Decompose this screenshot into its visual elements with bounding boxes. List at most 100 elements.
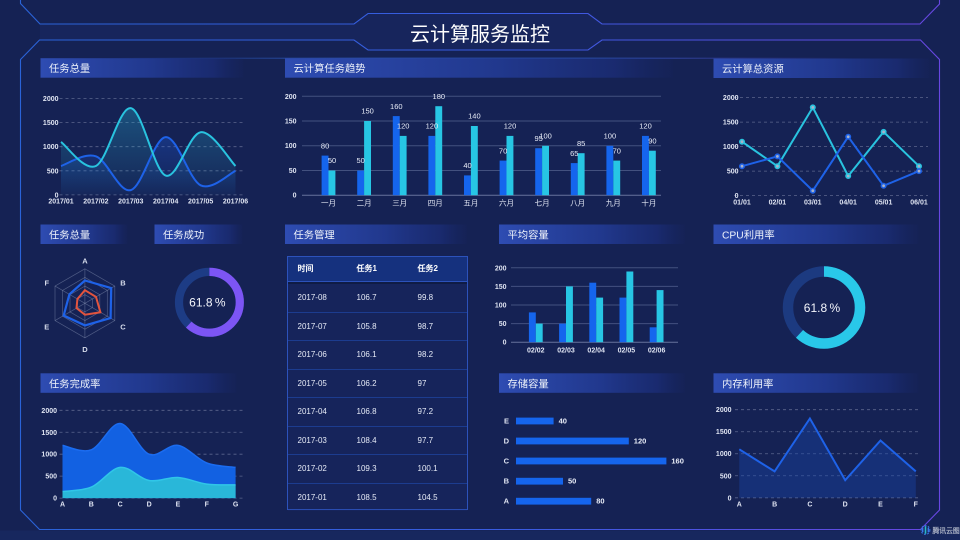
svg-text:02/02: 02/02: [527, 348, 545, 355]
svg-text:任务完成率: 任务完成率: [49, 377, 100, 390]
svg-text:03/01: 03/01: [804, 200, 822, 207]
svg-text:100: 100: [604, 131, 617, 140]
svg-text:A: A: [737, 502, 742, 509]
svg-text:200: 200: [495, 265, 507, 272]
svg-text:2017/06: 2017/06: [223, 199, 248, 206]
svg-text:存储容量: 存储容量: [508, 377, 549, 390]
svg-text:1000: 1000: [41, 452, 57, 459]
svg-text:02/06: 02/06: [648, 348, 666, 355]
svg-text:A: A: [60, 502, 65, 509]
svg-text:120: 120: [634, 437, 647, 446]
svg-text:500: 500: [727, 169, 739, 176]
svg-text:100: 100: [495, 303, 507, 310]
svg-text:D: D: [843, 502, 848, 509]
svg-text:140: 140: [468, 112, 481, 121]
svg-text:任务总量: 任务总量: [49, 229, 90, 242]
svg-text:五月: 五月: [463, 199, 478, 208]
svg-text:C: C: [118, 502, 123, 509]
svg-text:七月: 七月: [535, 199, 550, 208]
svg-text:F: F: [205, 502, 210, 509]
svg-text:50: 50: [568, 477, 576, 486]
svg-text:0: 0: [293, 193, 297, 200]
svg-text:D: D: [82, 345, 88, 354]
svg-text:2017/04: 2017/04: [153, 199, 178, 206]
svg-text:0: 0: [53, 496, 57, 503]
svg-text:F: F: [45, 279, 50, 288]
svg-text:150: 150: [361, 107, 374, 116]
svg-text:八月: 八月: [570, 199, 585, 208]
svg-text:腾讯云图: 腾讯云图: [932, 526, 960, 535]
svg-text:任务管理: 任务管理: [294, 229, 335, 242]
svg-text:160: 160: [671, 457, 684, 466]
svg-text:平均容量: 平均容量: [508, 229, 549, 242]
svg-text:1500: 1500: [723, 120, 739, 127]
svg-text:1500: 1500: [43, 120, 59, 127]
svg-text:云计算总资源: 云计算总资源: [722, 63, 784, 76]
svg-text:1000: 1000: [716, 451, 732, 458]
svg-text:50: 50: [328, 156, 336, 165]
svg-text:100: 100: [285, 143, 297, 150]
svg-text:任务总量: 任务总量: [49, 62, 90, 75]
svg-text:50: 50: [289, 168, 297, 175]
svg-text:70: 70: [499, 146, 507, 155]
svg-text:90: 90: [648, 136, 656, 145]
svg-text:1000: 1000: [723, 144, 739, 151]
svg-text:40: 40: [463, 161, 471, 170]
svg-text:一月: 一月: [321, 199, 336, 208]
svg-text:C: C: [504, 457, 510, 466]
svg-text:四月: 四月: [428, 199, 443, 208]
svg-text:E: E: [176, 502, 181, 509]
svg-text:150: 150: [495, 284, 507, 291]
svg-text:2017/05: 2017/05: [188, 199, 213, 206]
svg-text:65: 65: [570, 149, 578, 158]
svg-text:B: B: [89, 502, 94, 509]
svg-text:十月: 十月: [641, 198, 656, 208]
svg-text:120: 120: [639, 122, 652, 131]
svg-text:02/05: 02/05: [618, 348, 636, 355]
svg-text:02/03: 02/03: [557, 348, 575, 355]
svg-text:0: 0: [728, 495, 732, 502]
svg-text:50: 50: [499, 321, 507, 328]
svg-text:2017/01: 2017/01: [48, 199, 73, 206]
svg-text:B: B: [772, 502, 777, 509]
svg-text:500: 500: [47, 168, 59, 175]
svg-text:500: 500: [45, 474, 57, 481]
svg-text:1500: 1500: [716, 429, 732, 436]
svg-text:95: 95: [535, 134, 543, 143]
svg-text:内存利用率: 内存利用率: [722, 377, 773, 390]
svg-text:06/01: 06/01: [910, 200, 928, 207]
svg-text:D: D: [147, 502, 152, 509]
svg-text:2000: 2000: [716, 407, 732, 414]
svg-text:六月: 六月: [499, 198, 514, 208]
svg-text:100: 100: [539, 131, 552, 140]
svg-text:D: D: [504, 437, 510, 446]
svg-text:500: 500: [720, 473, 732, 480]
svg-text:04/01: 04/01: [839, 200, 857, 207]
svg-text:B: B: [120, 279, 126, 288]
svg-text:85: 85: [577, 139, 585, 148]
svg-text:40: 40: [559, 417, 567, 426]
svg-text:云计算任务趋势: 云计算任务趋势: [294, 62, 366, 75]
svg-text:2000: 2000: [43, 96, 59, 103]
svg-text:九月: 九月: [606, 199, 621, 208]
svg-text:C: C: [807, 502, 812, 509]
svg-text:2017/02: 2017/02: [83, 199, 108, 206]
svg-text:2017/03: 2017/03: [118, 199, 143, 206]
svg-text:02/04: 02/04: [587, 348, 605, 355]
svg-text:120: 120: [504, 122, 517, 131]
svg-text:CPU利用率: CPU利用率: [722, 229, 775, 242]
svg-text:B: B: [504, 477, 510, 486]
svg-text:G: G: [233, 502, 239, 509]
svg-text:1000: 1000: [43, 144, 59, 151]
svg-text:01/01: 01/01: [733, 200, 751, 207]
svg-text:150: 150: [285, 119, 297, 126]
svg-text:80: 80: [321, 141, 329, 150]
svg-text:A: A: [504, 497, 510, 506]
svg-text:F: F: [914, 502, 919, 509]
svg-text:70: 70: [613, 146, 621, 155]
svg-text:1500: 1500: [41, 430, 57, 437]
svg-text:2000: 2000: [41, 408, 57, 415]
svg-text:A: A: [82, 257, 88, 266]
svg-text:05/01: 05/01: [875, 200, 893, 207]
svg-text:80: 80: [596, 497, 604, 506]
